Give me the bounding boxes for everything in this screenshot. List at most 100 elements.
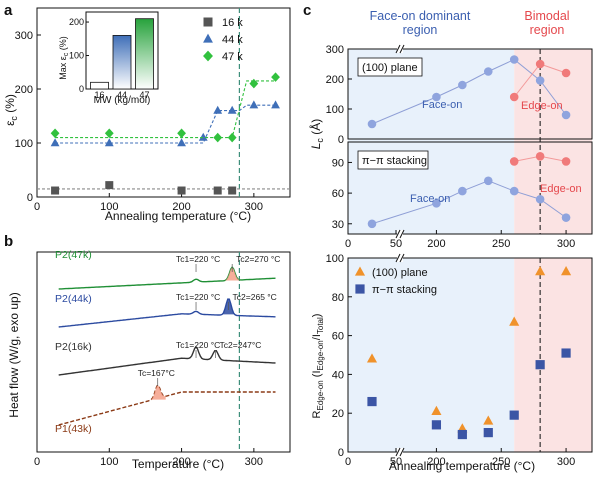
panel-c-bot-ytick-2: 40 [332,369,344,381]
panel-b-curve-2 [58,345,276,376]
panel-c-top-frame-1 [347,48,593,140]
panel-c-sub0-face-point-3 [483,67,493,76]
panel-c-bot-ytick-4: 80 [332,292,344,304]
panel-b-series-label-1: P2(44k) [55,293,92,305]
inset-xtick-0: 16 [94,90,104,100]
panel-a-point-1-2 [177,138,186,147]
panel-a-point-1-4 [213,105,223,114]
panel-c-sub0-edge-point-2 [561,68,571,78]
panel-a-xlabel: Annealing temperature (°C) [105,209,251,223]
panel-c-bot-ytick-3: 60 [332,331,344,343]
panel-c-bot-xtick-3: 250 [492,456,510,468]
panel-a-ylabel: εc (%) [3,94,19,126]
panel-c-top-break-a-0 [395,44,401,54]
panel-a-point-2-5 [249,78,259,89]
panel-c-bot-point-1-5 [535,360,545,370]
panel-a-point-0-1 [105,181,114,190]
panel-c-bot-ytick-5: 100 [326,253,344,265]
panel-c-top-xtick-2: 200 [427,238,445,250]
panel-c-top-frame-2 [347,141,593,235]
panel-c-sub1-face-point-5 [535,194,545,204]
panel-a-ytick-0: 0 [27,192,33,204]
panel-c-bot-point-0-0 [366,353,378,363]
panel-a-legend-marker-0 [203,17,213,27]
panel-a-inset: MW (kg/mol) Max εc (%) 16 44 47 0 100 200 [58,11,159,106]
panel-b-series-label-2: P2(16k) [55,341,92,353]
panel-c-bot-point-0-5 [535,266,546,276]
panel-c-sub1-face-point-0 [367,219,377,229]
panel-a-point-2-2 [177,128,186,139]
panel-b-curve-1 [58,298,276,328]
panel-c-bottom-ylabel: REdge-on (IEdge-on/ITotal) [311,314,325,419]
panel-b-xtick-1: 100 [100,456,118,468]
panel-a-legend-marker-1 [203,33,213,43]
panel-a-chart: Annealing temperature (°C) εc (%) MW (kg… [3,7,291,223]
panel-c-sub1-face-text: Face-on [410,193,450,205]
panel-a-legend-text-2: 47 k [222,51,243,63]
panel-c-sub0-face-point-5 [535,76,545,85]
panel-b-peak-label-0-0: Tc1=220 °C [176,254,220,264]
panel-c-sub0-edge-text: Edge-on [521,100,563,112]
panel-b-xtick-2: 200 [172,456,190,468]
panel-c-sub0-label-box [357,57,423,77]
panel-c-bot-point-1-1 [431,420,442,430]
inset-bar-0 [90,81,109,90]
panel-c-bot-point-0-4 [509,316,520,326]
panel-c-sub0-face-point-4 [509,55,519,64]
panel-c-xlabel: Annealing temperature (°C) [389,459,535,473]
panel-a-ytick-3: 300 [15,30,33,42]
panel-c-bot-break-a-0 [395,253,401,263]
panel-b-xtick-3: 300 [245,456,263,468]
panel-c-bot-point-0-6 [561,266,572,276]
panel-c-sub1-edge-point-1 [535,152,545,161]
panel-b-series-label-3: P1(43k) [55,423,92,435]
panel-a-legend-text-1: 44 k [222,34,243,46]
panel-b-series-label-0: P2(47k) [55,249,92,261]
panel-c-bot-xtick-2: 200 [427,456,445,468]
panel-a-guide-2 [55,80,276,139]
panel-b-peak-label-2-0: Tc1=220 °C [176,340,220,350]
panel-c-sub0-face-point-2 [458,80,467,90]
panel-b-peak-label-0-1: Tc2=270 °C [236,254,280,264]
panel-c-bot-edge-bg [514,258,592,452]
panel-c-sub0-edge-point-1 [535,59,545,69]
panel-b-peak-label-3-0: Tc=167°C [138,368,175,378]
panel-c-bot-legend-text-1: π−π stacking [372,284,437,296]
panel-c-sub1-ytick-0: 30 [332,219,344,231]
panel-c-sub0-face-point-1 [432,92,441,102]
panel-c-sub1-face-point-3 [483,176,493,186]
inset-ytick-1: 100 [69,51,84,61]
panel-label-a: a [4,2,13,19]
panel-a-point-1-3 [198,132,208,141]
panel-c-sub1-face-point-2 [458,186,467,196]
panel-a-point-1-7 [271,100,280,109]
panel-a-xtick-1: 100 [100,201,118,213]
inset-xtick-2: 47 [139,90,149,100]
panel-c-bot-xtick-0: 0 [345,456,351,468]
panel-b-peak-label-1-0: Tc1=220 °C [176,292,220,302]
panel-a-legend-marker-2 [203,50,213,62]
panel-c-bot-xtick-1: 50 [390,456,402,468]
inset-ylabel: Max εc (%) [58,36,70,80]
panel-b-xlabel: Temperature (°C) [132,457,224,471]
panel-c-top-xtick-3: 250 [492,238,510,250]
panel-a-xtick-3: 300 [245,201,263,213]
panel-c-top-break-b-1 [399,229,405,239]
panel-a-legend-text-0: 16 k [222,17,243,29]
panel-c-top-break-gap-0 [397,45,403,53]
panel-c-bot-point-1-2 [457,429,467,440]
panel-c-sub0-ytick-2: 200 [326,74,344,86]
panel-a-point-1-5 [227,105,237,114]
panel-c-bot-break-gap-0 [397,254,403,262]
panel-c-sub0-ytick-1: 100 [326,104,344,116]
panel-a-xtick-2: 200 [172,201,190,213]
panel-c-bimodal-title-1: region [530,23,565,37]
panel-a-point-1-6 [249,100,259,109]
panel-c-sub1-ytick-2: 90 [332,157,344,169]
panel-a-point-0-3 [213,186,222,195]
panel-c-sub1-face-point-6 [561,213,571,222]
panel-c-face-title-0: Face-on dominant [370,9,471,23]
panel-a-xtick-0: 0 [34,201,40,213]
panel-c-top-ylabel-l: Lc (Å) [308,119,325,150]
panel-c-sub1-edge-point-0 [509,157,519,166]
